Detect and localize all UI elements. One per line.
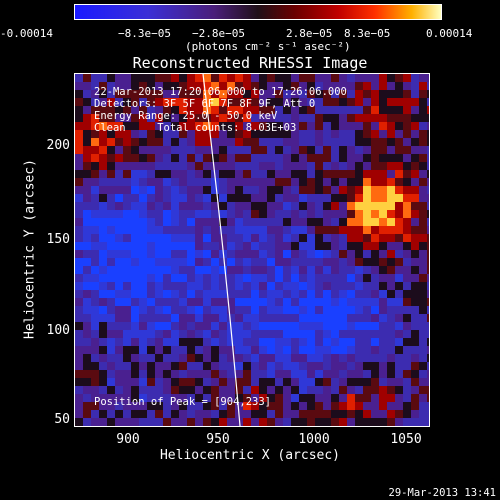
colorbar-unit: (photons cm⁻² s⁻¹ asec⁻²) <box>185 40 351 53</box>
info-detectors: Detectors: 3F 5F 6F 7F 8F 9F, Att 0 <box>94 98 316 110</box>
x-tick: 900 <box>116 432 140 447</box>
y-tick: 50 <box>54 412 70 427</box>
solar-limb-line <box>202 74 241 426</box>
heatmap-image <box>75 74 429 426</box>
x-tick: 950 <box>206 432 230 447</box>
colorbar-tick: −2.8e−05 <box>192 27 245 40</box>
colorbar-tick: 0.00014 <box>426 27 473 40</box>
colorbar <box>74 4 442 20</box>
datestamp: 29-Mar-2013 13:41 <box>388 487 496 499</box>
y-tick: 200 <box>46 138 70 153</box>
info-energy: Energy Range: 25.0 - 50.0 keV <box>94 110 278 122</box>
colorbar-tick: −8.3e−05 <box>118 27 171 40</box>
colorbar-tick: 2.8e−05 <box>286 27 333 40</box>
info-counts: Clean Total counts: 8.03E+03 <box>94 122 297 134</box>
y-axis-label: Heliocentric Y (arcsec) <box>22 158 38 340</box>
y-tick: 100 <box>46 323 70 338</box>
x-tick: 1050 <box>390 432 422 447</box>
info-time: 22-Mar-2013 17:20:06.000 to 17:26:06.000 <box>94 86 347 98</box>
y-tick: 150 <box>46 232 70 247</box>
image-plot <box>74 73 430 427</box>
x-axis-label: Heliocentric X (arcsec) <box>159 448 340 463</box>
x-tick: 1000 <box>298 432 330 447</box>
colorbar-tick: -0.00014 <box>0 27 53 40</box>
colorbar-tick: 8.3e−05 <box>344 27 391 40</box>
plot-title: Reconstructed RHESSI Image <box>132 54 368 72</box>
peak-position: Position of Peak = [904,233] <box>94 396 272 408</box>
